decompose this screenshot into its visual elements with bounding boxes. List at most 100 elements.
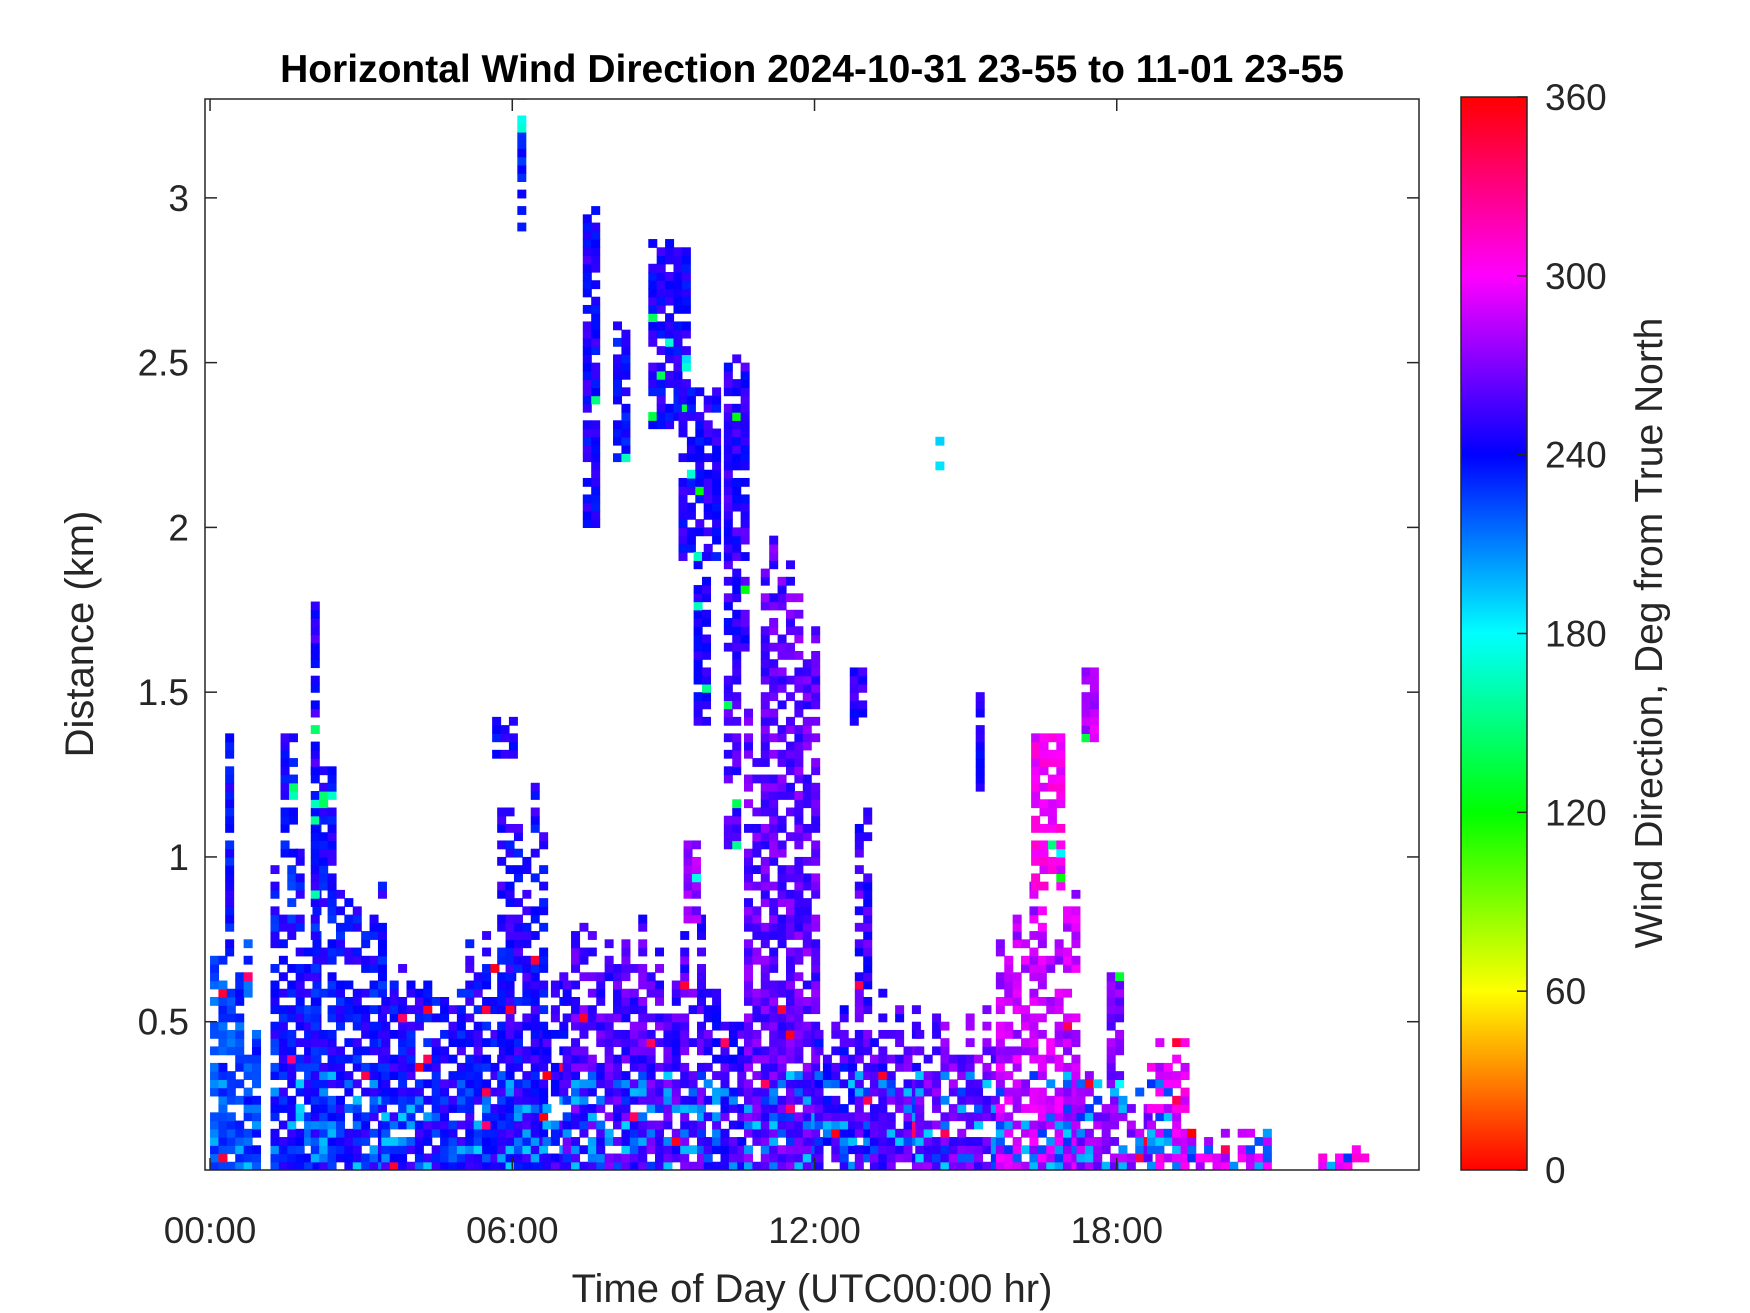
heatmap-cell bbox=[431, 1062, 441, 1072]
heatmap-cell bbox=[744, 856, 753, 866]
heatmap-cell bbox=[740, 626, 750, 636]
heatmap-cell bbox=[530, 1128, 540, 1138]
heatmap-cell bbox=[629, 1112, 639, 1122]
heatmap-cell bbox=[448, 1021, 458, 1031]
heatmap-cell bbox=[697, 1005, 707, 1015]
heatmap-cell bbox=[982, 1062, 992, 1072]
heatmap-cell bbox=[591, 206, 601, 215]
heatmap-cell bbox=[522, 1095, 532, 1105]
heatmap-cell bbox=[218, 1071, 228, 1080]
heatmap-cell bbox=[802, 1095, 812, 1105]
heatmap-cell bbox=[596, 1079, 606, 1089]
heatmap-cell bbox=[769, 988, 779, 998]
heatmap-cell bbox=[1012, 1062, 1022, 1072]
y-tick-label: 1 bbox=[168, 837, 189, 878]
heatmap-cell bbox=[398, 1095, 408, 1105]
heatmap-cell bbox=[1056, 840, 1066, 850]
heatmap-cell bbox=[389, 988, 399, 998]
heatmap-cell bbox=[1089, 716, 1099, 726]
heatmap-cell bbox=[1093, 1137, 1103, 1146]
heatmap-cell bbox=[839, 1161, 849, 1170]
heatmap-cell bbox=[814, 1046, 824, 1056]
heatmap-cell bbox=[369, 1005, 379, 1015]
heatmap-cell bbox=[1146, 1120, 1156, 1130]
heatmap-cell bbox=[863, 1137, 873, 1146]
heatmap-cell bbox=[886, 1029, 896, 1039]
heatmap-cell bbox=[712, 1161, 722, 1170]
heatmap-cell bbox=[621, 964, 631, 973]
heatmap-cell bbox=[304, 1095, 314, 1105]
heatmap-cell bbox=[1071, 1153, 1081, 1163]
heatmap-cell bbox=[490, 964, 500, 973]
heatmap-cell bbox=[539, 1062, 549, 1072]
heatmap-cell bbox=[1084, 1071, 1094, 1080]
heatmap-cell bbox=[210, 1145, 220, 1155]
heatmap-cell bbox=[621, 1054, 631, 1064]
heatmap-cell bbox=[737, 1071, 747, 1080]
heatmap-cell bbox=[663, 1062, 673, 1072]
heatmap-cell bbox=[587, 1145, 597, 1155]
heatmap-cell bbox=[319, 815, 329, 825]
heatmap-cell bbox=[490, 1038, 500, 1048]
heatmap-cell bbox=[278, 955, 288, 965]
heatmap-cell bbox=[648, 370, 658, 380]
heatmap-cell bbox=[513, 939, 523, 949]
heatmap-cell bbox=[744, 906, 753, 916]
heatmap-cell bbox=[235, 1046, 245, 1056]
heatmap-cell bbox=[785, 650, 795, 660]
heatmap-cell bbox=[723, 840, 733, 850]
heatmap-cell bbox=[752, 1112, 762, 1122]
heatmap-cell bbox=[513, 1062, 523, 1072]
heatmap-cell bbox=[473, 1128, 483, 1138]
heatmap-cell bbox=[811, 856, 821, 866]
heatmap-cell bbox=[629, 1005, 639, 1015]
heatmap-cell bbox=[646, 972, 656, 982]
heatmap-cell bbox=[869, 1062, 879, 1072]
heatmap-cell bbox=[752, 1104, 762, 1113]
heatmap-cell bbox=[456, 1145, 466, 1155]
heatmap-cell bbox=[903, 1112, 913, 1122]
heatmap-cell bbox=[571, 1087, 581, 1097]
heatmap-cell bbox=[975, 782, 985, 792]
heatmap-cell bbox=[310, 1087, 320, 1097]
heatmap-cell bbox=[1054, 996, 1064, 1006]
heatmap-cell bbox=[940, 1038, 950, 1048]
heatmap-cell bbox=[319, 1145, 329, 1155]
heatmap-cell bbox=[923, 1087, 933, 1097]
plot-area: 00:00 06:00 12:00 18:00 0.511.522.53 bbox=[138, 98, 1420, 1251]
heatmap-cell bbox=[226, 1128, 236, 1138]
heatmap-cell bbox=[732, 477, 742, 487]
heatmap-cell bbox=[1246, 1161, 1256, 1170]
heatmap-cell bbox=[720, 1038, 730, 1048]
heatmap-cell bbox=[703, 403, 713, 413]
heatmap-cell bbox=[542, 1038, 552, 1048]
heatmap-cell bbox=[769, 996, 779, 1006]
heatmap-cell bbox=[680, 1046, 690, 1056]
heatmap-cell bbox=[562, 1145, 572, 1155]
heatmap-cell bbox=[344, 1145, 354, 1155]
heatmap-cell bbox=[1054, 1161, 1064, 1170]
heatmap-cell bbox=[1318, 1153, 1328, 1163]
heatmap-cell bbox=[777, 898, 787, 907]
heatmap-cell bbox=[822, 1137, 832, 1146]
heatmap-cell bbox=[712, 1071, 722, 1080]
heatmap-cell bbox=[1047, 774, 1057, 784]
heatmap-cell bbox=[965, 1120, 975, 1130]
heatmap-cell bbox=[839, 1054, 849, 1064]
heatmap-cell bbox=[744, 1013, 753, 1023]
heatmap-cell bbox=[1012, 980, 1022, 990]
heatmap-cell bbox=[304, 964, 314, 973]
heatmap-cell bbox=[712, 1005, 722, 1015]
heatmap-cell bbox=[377, 931, 387, 940]
heatmap-cell bbox=[530, 1120, 540, 1130]
heatmap-cell bbox=[848, 1038, 858, 1048]
heatmap-cell bbox=[785, 898, 795, 907]
heatmap-cell bbox=[582, 428, 592, 438]
heatmap-cell bbox=[1187, 1137, 1197, 1146]
heatmap-cell bbox=[335, 1153, 345, 1163]
heatmap-cell bbox=[225, 815, 235, 825]
heatmap-cell bbox=[497, 972, 507, 982]
heatmap-cell bbox=[1004, 996, 1014, 1006]
heatmap-cell bbox=[1126, 1153, 1136, 1163]
heatmap-cell bbox=[732, 741, 742, 751]
